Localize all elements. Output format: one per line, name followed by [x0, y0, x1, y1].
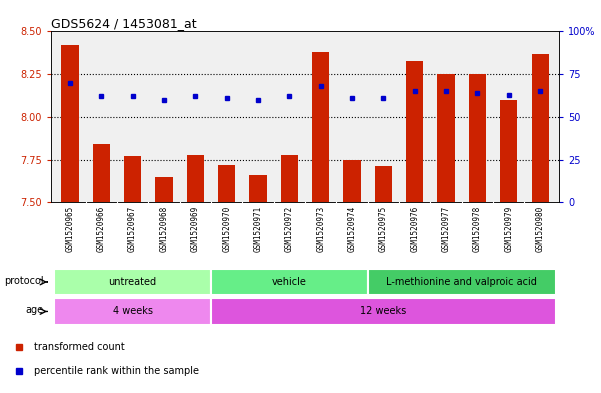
Text: GSM1520979: GSM1520979: [504, 206, 513, 252]
Text: GSM1520968: GSM1520968: [159, 206, 168, 252]
Text: GSM1520973: GSM1520973: [316, 206, 325, 252]
Bar: [155, 177, 172, 202]
Bar: [218, 165, 235, 202]
Bar: [187, 154, 204, 202]
Bar: [469, 74, 486, 202]
Text: GSM1520976: GSM1520976: [410, 206, 419, 252]
Text: 12 weeks: 12 weeks: [360, 307, 406, 316]
Text: vehicle: vehicle: [272, 277, 307, 287]
Bar: [500, 100, 517, 202]
Text: GSM1520970: GSM1520970: [222, 206, 231, 252]
Bar: [54, 298, 211, 325]
Bar: [54, 269, 211, 295]
Bar: [406, 61, 423, 202]
Bar: [375, 167, 392, 202]
Bar: [124, 156, 141, 202]
Bar: [249, 175, 267, 202]
Bar: [531, 54, 549, 202]
Text: age: age: [25, 305, 43, 315]
Bar: [368, 269, 556, 295]
Text: GSM1520967: GSM1520967: [128, 206, 137, 252]
Text: GSM1520971: GSM1520971: [254, 206, 263, 252]
Text: GSM1520974: GSM1520974: [347, 206, 356, 252]
Text: GSM1520965: GSM1520965: [66, 206, 75, 252]
Text: GDS5624 / 1453081_at: GDS5624 / 1453081_at: [51, 17, 197, 30]
Text: GSM1520980: GSM1520980: [535, 206, 545, 252]
Text: protocol: protocol: [4, 275, 43, 285]
Text: untreated: untreated: [109, 277, 157, 287]
Text: GSM1520975: GSM1520975: [379, 206, 388, 252]
Bar: [343, 160, 361, 202]
Text: L-methionine and valproic acid: L-methionine and valproic acid: [386, 277, 537, 287]
Bar: [438, 74, 455, 202]
Bar: [211, 269, 368, 295]
Bar: [281, 154, 298, 202]
Text: GSM1520969: GSM1520969: [191, 206, 200, 252]
Text: GSM1520978: GSM1520978: [473, 206, 482, 252]
Text: transformed count: transformed count: [34, 342, 124, 352]
Text: GSM1520977: GSM1520977: [442, 206, 451, 252]
Text: GSM1520966: GSM1520966: [97, 206, 106, 252]
Text: 4 weeks: 4 weeks: [112, 307, 153, 316]
Bar: [61, 45, 79, 202]
Bar: [211, 298, 556, 325]
Text: percentile rank within the sample: percentile rank within the sample: [34, 366, 199, 376]
Bar: [93, 144, 110, 202]
Bar: [312, 52, 329, 202]
Text: GSM1520972: GSM1520972: [285, 206, 294, 252]
